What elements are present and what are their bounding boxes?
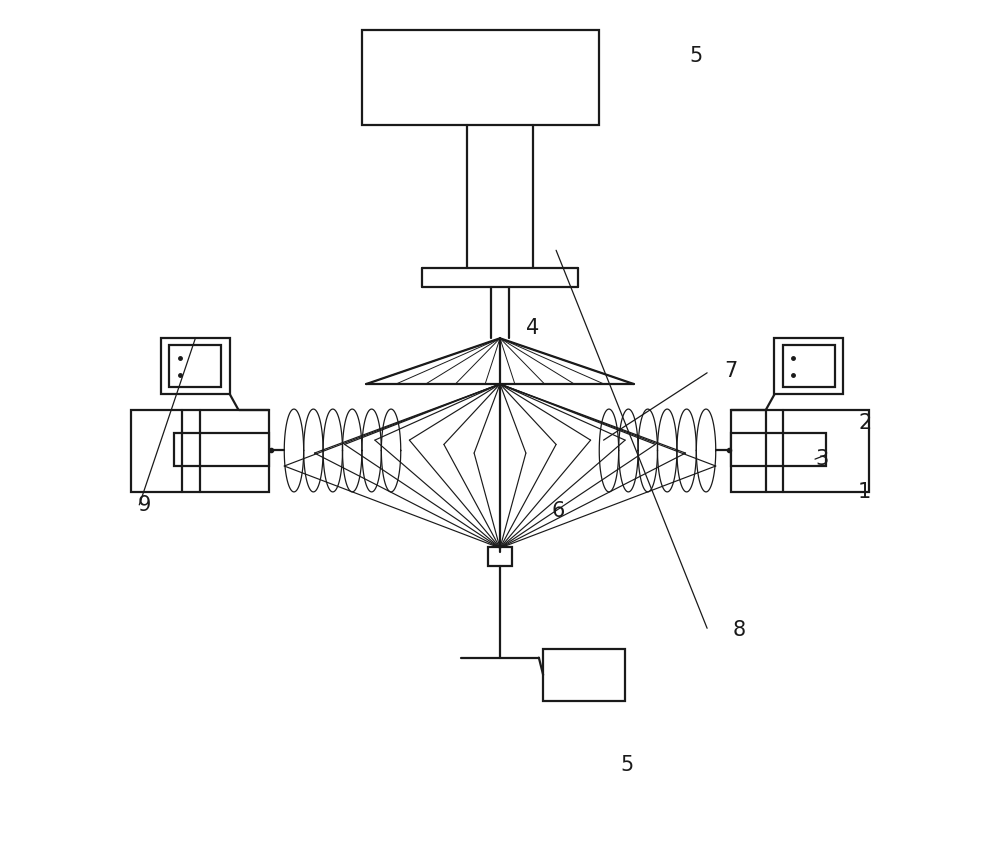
Text: 6: 6 — [552, 501, 565, 521]
Bar — [169, 345, 221, 387]
Text: 3: 3 — [815, 449, 828, 469]
Bar — [783, 345, 835, 387]
Text: 7: 7 — [724, 361, 738, 381]
Bar — [131, 410, 269, 492]
Text: 8: 8 — [733, 620, 746, 640]
Bar — [174, 433, 269, 466]
Text: 5: 5 — [621, 755, 634, 776]
Text: 1: 1 — [858, 482, 871, 502]
Text: 5: 5 — [690, 46, 703, 66]
Bar — [488, 547, 512, 566]
Bar — [774, 338, 843, 394]
Bar — [161, 338, 230, 394]
Bar — [362, 30, 599, 125]
Text: 9: 9 — [138, 494, 151, 515]
Bar — [731, 410, 869, 492]
Bar — [731, 433, 826, 466]
Text: 4: 4 — [526, 318, 539, 338]
Text: 2: 2 — [858, 413, 871, 433]
Bar — [543, 649, 625, 701]
